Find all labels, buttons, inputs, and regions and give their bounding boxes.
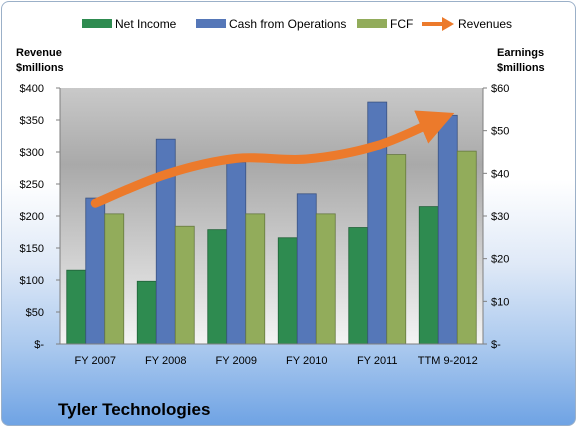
legend-swatch-cash-from-operations bbox=[196, 19, 226, 28]
category-label: FY 2010 bbox=[286, 355, 327, 367]
legend-label-net-income: Net Income bbox=[115, 17, 177, 31]
bar-cash-from-operations-5 bbox=[367, 101, 388, 345]
category-label: FY 2011 bbox=[357, 355, 398, 367]
right-axis-title-line2: $millions bbox=[497, 62, 545, 74]
category-label: FY 2007 bbox=[75, 355, 116, 367]
bar-net-income-5 bbox=[348, 227, 369, 345]
category-label: FY 2008 bbox=[145, 355, 186, 367]
bar-net-income-6 bbox=[418, 206, 439, 345]
legend-arrowhead-revenues bbox=[442, 17, 454, 31]
left-tick-label: $200 bbox=[20, 211, 44, 223]
left-tick-label: $400 bbox=[20, 83, 44, 95]
bar-net-income-4 bbox=[277, 237, 298, 345]
left-tick-label: $50 bbox=[26, 307, 44, 319]
bar-net-income-3 bbox=[207, 229, 228, 345]
chart-title: Tyler Technologies bbox=[58, 400, 210, 419]
revenue-line-layer bbox=[90, 110, 455, 208]
bars-layer bbox=[66, 101, 477, 345]
legend-label-cash-from-operations: Cash from Operations bbox=[229, 17, 346, 31]
bar-cash-from-operations-6 bbox=[437, 114, 458, 345]
bar-cash-from-operations-1 bbox=[85, 197, 106, 345]
bar-fcf-3 bbox=[245, 213, 266, 345]
legend-label-fcf: FCF bbox=[390, 17, 413, 31]
right-tick-label: $- bbox=[491, 339, 501, 351]
ticks-layer: $- $50 $100 $150 $200 $250 $300 $350 $400 $- $10 $2… bbox=[20, 83, 510, 351]
left-tick-label: $250 bbox=[20, 179, 44, 191]
right-axis-title-line1: Earnings bbox=[497, 47, 544, 59]
right-tick-label: $30 bbox=[491, 211, 509, 223]
bar-fcf-6 bbox=[456, 150, 477, 345]
legend-swatch-fcf bbox=[357, 19, 387, 28]
left-tick-label: $- bbox=[34, 339, 44, 351]
bar-net-income-1 bbox=[66, 269, 87, 345]
left-axis-title-line2: $millions bbox=[16, 62, 64, 74]
legend: Net Income Cash from Operations FCF Reve… bbox=[82, 17, 512, 31]
bar-cash-from-operations-4 bbox=[296, 193, 317, 345]
right-tick-label: $20 bbox=[491, 254, 509, 266]
right-tick-label: $40 bbox=[491, 168, 509, 180]
bar-fcf-4 bbox=[315, 213, 336, 345]
left-axis-title-line1: Revenue bbox=[16, 47, 62, 59]
bar-fcf-1 bbox=[104, 213, 125, 345]
bar-fcf-2 bbox=[174, 225, 195, 345]
right-tick-label: $10 bbox=[491, 296, 509, 308]
bar-fcf-5 bbox=[386, 154, 407, 345]
legend-label-revenues: Revenues bbox=[458, 17, 512, 31]
bar-cash-from-operations-3 bbox=[226, 161, 247, 345]
left-tick-label: $300 bbox=[20, 147, 44, 159]
revenue-line bbox=[90, 110, 455, 208]
right-tick-label: $60 bbox=[491, 83, 509, 95]
category-label: FY 2009 bbox=[216, 355, 257, 367]
left-tick-label: $350 bbox=[20, 115, 44, 127]
bar-net-income-2 bbox=[136, 280, 157, 345]
legend-swatch-net-income bbox=[82, 19, 112, 28]
category-labels-layer: FY 2007 FY 2008 FY 2009 FY 2010 FY 2011 TTM 9… bbox=[75, 355, 478, 367]
right-tick-label: $50 bbox=[491, 126, 509, 138]
category-label: TTM 9-2012 bbox=[418, 355, 478, 367]
left-tick-label: $150 bbox=[20, 243, 44, 255]
left-tick-label: $100 bbox=[20, 275, 44, 287]
